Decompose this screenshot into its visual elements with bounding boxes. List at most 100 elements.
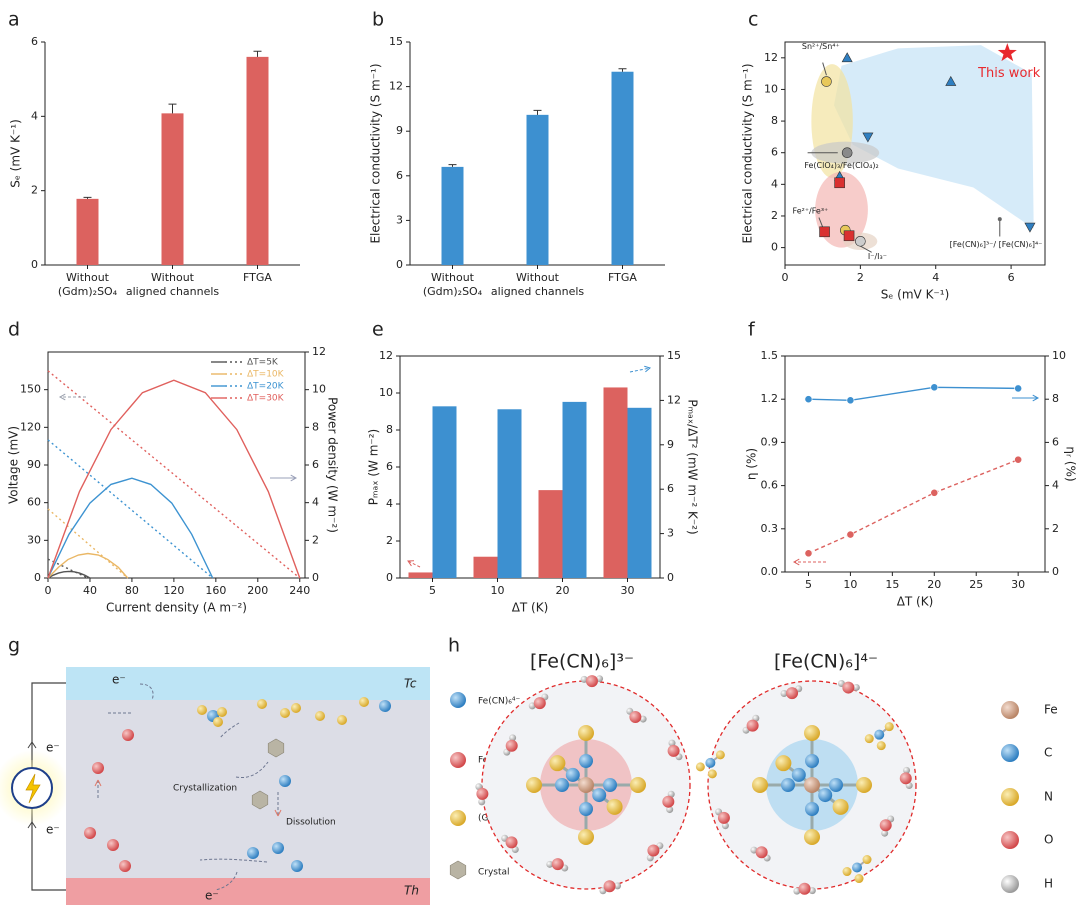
marker bbox=[1014, 455, 1023, 464]
x-axis-label: ΔT (K) bbox=[512, 601, 549, 615]
sphere bbox=[842, 681, 855, 694]
sphere bbox=[717, 811, 730, 824]
legend-label: H bbox=[1044, 877, 1053, 891]
panel-label: b bbox=[372, 9, 384, 31]
sphere bbox=[791, 767, 806, 782]
sphere bbox=[805, 754, 819, 768]
y2-tick-label: 9 bbox=[667, 438, 674, 451]
y2-tick-label: 4 bbox=[1052, 479, 1059, 492]
bar bbox=[562, 401, 587, 578]
sphere bbox=[217, 707, 227, 717]
sphere bbox=[1001, 831, 1019, 849]
bar bbox=[432, 406, 457, 578]
marker bbox=[930, 488, 939, 497]
annotation: I⁻/I₃⁻ bbox=[868, 252, 887, 261]
panel-label: a bbox=[8, 9, 20, 31]
crystal bbox=[267, 738, 285, 758]
sphere bbox=[478, 798, 486, 806]
x-axis-label: ΔT (K) bbox=[897, 595, 934, 609]
x-tick-label: 20 bbox=[927, 578, 941, 591]
y-tick-label: 10 bbox=[379, 386, 393, 399]
sphere bbox=[881, 829, 889, 837]
panel-label: e bbox=[372, 319, 384, 341]
x-axis-label: Sₑ (mV K⁻¹) bbox=[881, 288, 950, 302]
point bbox=[834, 177, 845, 189]
error-bar bbox=[253, 50, 262, 57]
x-tick-label: 30 bbox=[621, 584, 635, 597]
sphere bbox=[580, 675, 588, 683]
error-bar bbox=[618, 68, 627, 72]
complex-title: [Fe(CN)₆]⁴⁻ bbox=[774, 651, 878, 673]
sphere bbox=[832, 798, 849, 815]
electron-label: e⁻ bbox=[112, 673, 126, 687]
bar bbox=[246, 56, 269, 265]
arrow-head bbox=[644, 365, 652, 373]
panel-label: g bbox=[8, 635, 20, 657]
sphere bbox=[662, 795, 675, 808]
crystal bbox=[449, 860, 467, 880]
panel-label: c bbox=[748, 9, 758, 31]
sphere bbox=[119, 860, 131, 872]
y-tick-label: 60 bbox=[27, 496, 41, 509]
bar bbox=[473, 556, 498, 578]
y2-axis-label: ηᵣ (%) bbox=[1064, 446, 1078, 481]
y2-tick-label: 12 bbox=[312, 345, 326, 358]
y2-axis-label: Power density (W m⁻²) bbox=[326, 397, 340, 533]
y2-tick-label: 4 bbox=[312, 496, 319, 509]
point bbox=[1024, 222, 1036, 233]
leader bbox=[807, 62, 1001, 253]
sphere bbox=[603, 880, 616, 893]
panel-label: d bbox=[8, 319, 20, 341]
sphere bbox=[852, 683, 860, 691]
sphere bbox=[450, 810, 466, 826]
y-tick-label: 0 bbox=[771, 241, 778, 254]
panel-label: f bbox=[748, 319, 756, 341]
sphere bbox=[667, 744, 680, 757]
crystal bbox=[251, 790, 269, 810]
legend-label: Fe bbox=[1044, 703, 1058, 717]
cold-label: Tc bbox=[404, 677, 417, 691]
sphere bbox=[280, 708, 290, 718]
sphere bbox=[92, 762, 104, 774]
y-tick-label: 6 bbox=[31, 35, 38, 48]
x-tick-label: 0 bbox=[45, 584, 52, 597]
y-tick-label: 120 bbox=[20, 420, 41, 433]
sphere bbox=[476, 787, 489, 800]
y-tick-label: 150 bbox=[20, 383, 41, 396]
line bbox=[47, 439, 214, 579]
x-tick-label: 4 bbox=[932, 271, 939, 284]
y2-tick-label: 8 bbox=[1052, 392, 1059, 405]
sphere bbox=[272, 842, 284, 854]
sphere bbox=[1001, 744, 1019, 762]
y-tick-label: 0 bbox=[396, 258, 403, 271]
sphere bbox=[122, 729, 134, 741]
sphere bbox=[804, 829, 820, 845]
bar bbox=[526, 114, 549, 265]
sphere bbox=[359, 697, 369, 707]
y-tick-label: 1.2 bbox=[761, 392, 779, 405]
x-tick-label: Without (Gdm)₂SO₄ bbox=[423, 271, 483, 298]
line bbox=[47, 379, 301, 579]
marker bbox=[804, 549, 813, 558]
sphere bbox=[829, 778, 843, 792]
y2-tick-label: 2 bbox=[312, 533, 319, 546]
y-axis-label: Voltage (mV) bbox=[7, 426, 21, 504]
y2-tick-label: 0 bbox=[1052, 565, 1059, 578]
electron-label: e⁻ bbox=[46, 823, 60, 837]
sphere bbox=[603, 778, 617, 792]
x-tick-label: 200 bbox=[247, 584, 268, 597]
hot-label: Th bbox=[404, 884, 419, 898]
sphere bbox=[786, 687, 799, 700]
error-bar bbox=[448, 164, 457, 167]
sphere bbox=[808, 887, 816, 895]
point bbox=[821, 76, 832, 87]
x-tick-label: 5 bbox=[805, 578, 812, 591]
bar bbox=[441, 166, 464, 265]
marker bbox=[1014, 384, 1023, 393]
y-tick-label: 12 bbox=[389, 80, 403, 93]
sphere bbox=[197, 705, 207, 715]
y2-tick-label: 3 bbox=[667, 527, 674, 540]
current-arrows bbox=[27, 741, 37, 840]
y-axis-label: η (%) bbox=[745, 448, 759, 480]
